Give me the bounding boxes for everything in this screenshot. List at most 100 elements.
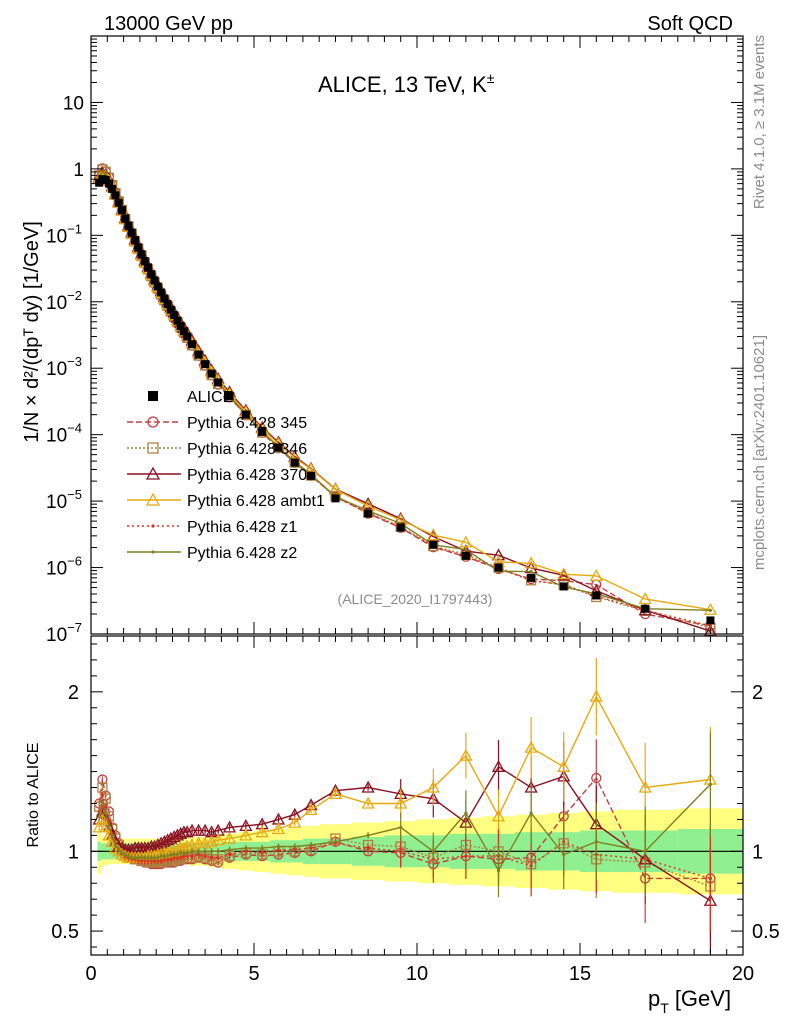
ratio-point-p370 [361,780,375,793]
y-tick-label-exponent: −5 [67,487,82,502]
ratio-point-z2 [179,851,183,855]
y-tick-label-main: 10−3 [46,354,82,380]
legend-label-p370: Pythia 6.428 370 [187,467,307,484]
legend-label-data: ALICE [187,389,233,406]
ratio-point-z2 [216,849,220,853]
legend-marker-data [148,391,158,401]
data-point [494,563,503,572]
data-point [194,350,203,359]
data-point [331,494,340,503]
ratio-point-ambt1 [361,796,375,809]
ratio-point-z1 [104,805,108,809]
y-tick-label-main: 10−4 [46,421,82,447]
ratio-point-z2 [196,849,201,853]
y-tick-label-main: 10−6 [46,554,82,580]
y-tick-label-mantissa: 10 [46,426,67,447]
ratio-point-z2 [107,824,111,828]
legend-marker-p370 [145,466,161,480]
legend-entry-z1: Pythia 6.428 z1 [127,519,297,536]
data-point [429,540,438,549]
ratio-point-z2 [126,854,131,858]
ratio-point-p370 [191,823,206,836]
legend-marker-p346 [147,442,159,454]
ratio-point-z2 [276,844,281,849]
data-point [527,573,536,582]
ratio-point-z1 [260,851,264,855]
series-point-z2 [100,170,105,174]
legend-entry-data: ALICE [148,389,233,406]
ratio-point-ambt1 [328,787,343,800]
y-tick-label-mantissa: 10 [46,559,67,580]
ratio-point-ambt1 [304,803,318,816]
data-point [117,206,126,215]
series-point-ambt1 [557,567,571,580]
x-tick-label: 15 [569,963,591,985]
data-point [225,392,234,401]
ratio-point-z2 [594,840,598,844]
ratio-point-ambt1 [589,689,603,702]
ratio-point-ambt1 [288,815,302,828]
plot-title-main: ALICE, 13 TeV, K [318,72,487,97]
data-point [153,282,162,291]
ratio-point-z2 [175,852,179,857]
ratio-point-z1 [227,852,232,857]
series-point-p370 [361,496,375,509]
ratio-point-z1 [464,854,468,858]
data-point [183,332,192,341]
ratio-point-p370 [180,825,194,838]
data-point [163,300,172,309]
legend-label-p345: Pythia 6.428 345 [187,415,307,432]
data-point [559,582,568,591]
ratio-point-ambt1 [524,740,538,753]
legend-entry-p345: Pythia 6.428 345 [127,415,307,432]
y-tick-label-exponent: −7 [67,620,82,635]
y-tick-label-ratio-right: 0.5 [752,921,780,943]
legend-entry-ambt1: Pythia 6.428 ambt1 [127,492,325,510]
x-tick-label: 5 [248,963,259,985]
series-point-ambt1 [524,556,538,569]
legend-marker-ambt1 [145,492,161,506]
ratio-point-z2 [260,846,264,850]
mcplots-site-text: mcplots.cern.ch [arXiv:2401.10621] [751,335,768,570]
ratio-point-z2 [366,833,370,837]
ratio-point-z2 [166,854,170,858]
legend-entry-p370: Pythia 6.428 370 [127,466,307,484]
ratio-point-z2 [156,856,160,860]
ratio-point-z1 [708,876,713,881]
legend-label-z2: Pythia 6.428 z2 [187,545,297,562]
ratio-point-p346 [97,782,108,793]
ratio-point-ambt1 [557,759,571,772]
y-tick-label-main: 10−7 [46,620,82,646]
x-axis-label-unit: [GeV] [675,986,731,1011]
ratio-point-z2 [293,844,297,849]
series-point-p346 [305,470,317,481]
ratio-point-z2 [120,851,124,855]
ratio-point-z1 [100,793,105,798]
ratio-point-z2 [113,843,118,847]
ratio-point-ambt1 [211,833,225,846]
ratio-point-z2 [333,840,338,844]
ratio-point-z1 [216,856,220,860]
y-tick-label-mantissa: 10 [46,625,67,646]
x-axis-label-main: p [648,986,660,1011]
ratio-point-z2 [708,782,713,786]
ratio-point-z2 [162,854,166,858]
y-tick-label-main: 1 [73,160,84,181]
data-point [461,551,470,560]
ratio-point-z1 [399,849,403,853]
data-point [160,294,169,303]
series-point-p370 [491,548,506,561]
y-tick-label-ratio-right: 2 [752,682,763,704]
data-point [144,263,153,272]
ratio-point-z2 [152,856,157,860]
series-point-z1 [708,624,713,628]
ratio-point-z1 [366,846,370,850]
ratio-panel [90,635,744,956]
ratio-point-ambt1 [239,828,253,841]
data-point [214,378,223,387]
data-point [104,179,113,188]
ratio-point-z2 [643,849,647,853]
data-point [121,214,130,223]
data-point [176,322,185,331]
ratio-point-p370 [185,823,199,836]
